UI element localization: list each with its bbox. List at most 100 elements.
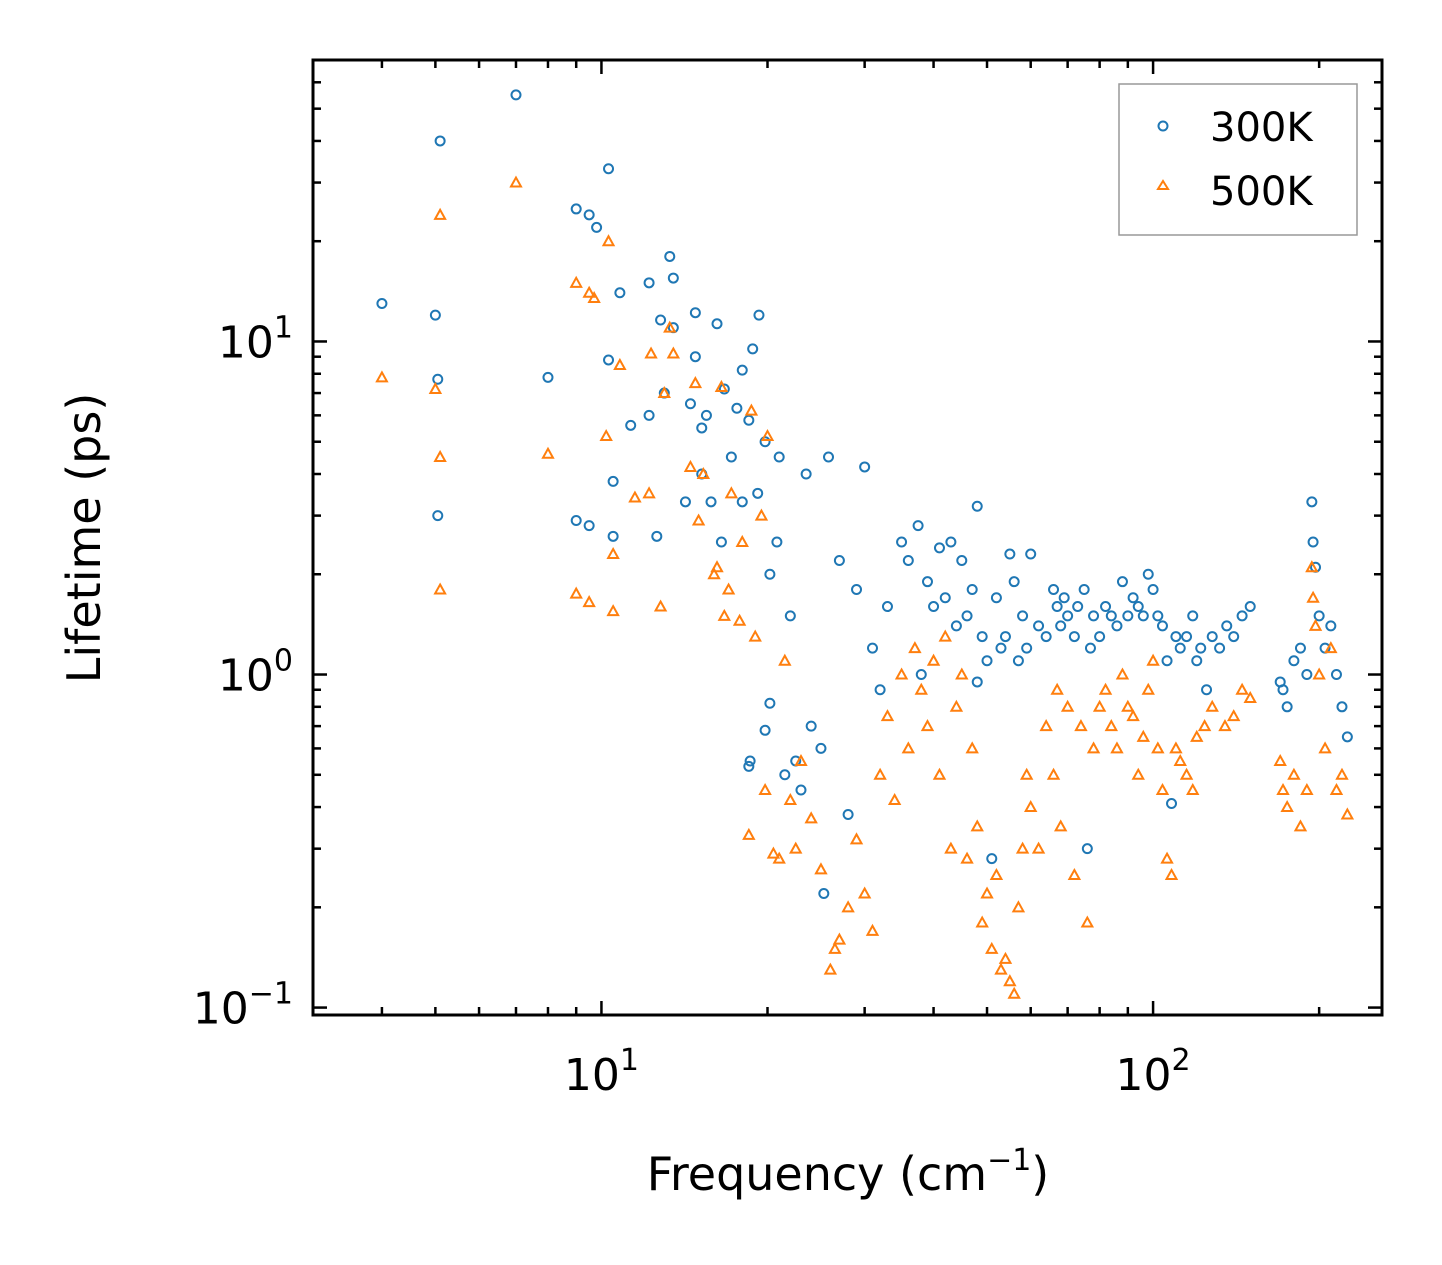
point-500k [914,682,928,695]
point-300k [1201,684,1213,696]
legend-box [1118,83,1358,236]
point-500k [832,932,847,945]
point-300k [743,414,755,426]
point-500k [1226,709,1241,722]
point-500k [1197,719,1212,732]
legend-marker-500k [1156,179,1170,190]
point-300k [1132,601,1144,613]
point-300k [1221,620,1233,632]
y-axis-title: Lifetime (ps) [57,393,111,684]
point-300k [779,769,791,781]
point-300k [1084,642,1096,654]
point-300k [1008,576,1020,588]
point-300k [1105,610,1117,622]
point-500k [732,613,747,626]
point-300k [771,536,783,548]
point-500k [994,962,1008,975]
point-500k [1086,741,1101,754]
point-300k [1288,655,1300,667]
point-500k [1003,974,1017,987]
point-300k [1111,620,1123,632]
point-500k [1080,915,1095,928]
point-500k [857,886,872,899]
point-300k [928,601,940,613]
point-500k [433,207,447,220]
point-300k [764,568,776,580]
point-300k [833,554,845,566]
point-500k [985,941,999,954]
point-300k [434,135,446,147]
point-300k [1161,655,1173,667]
point-300k [866,642,878,654]
point-300k [921,576,933,588]
point-300k [1281,701,1293,713]
point-300k [995,642,1007,654]
point-300k [986,853,998,865]
point-300k [736,496,748,508]
point-500k [1273,753,1287,766]
point-500k [760,428,775,442]
point-500k [666,346,681,359]
point-500k [989,867,1004,881]
point-500k [599,428,613,442]
point-300k [784,610,796,622]
point-500k [1039,719,1053,732]
point-500k [1146,653,1160,666]
point-300k [684,398,696,410]
point-300k [999,631,1011,643]
point-500k [766,846,781,859]
point-300k [759,724,771,736]
point-300k [1040,631,1052,643]
point-500k [1015,841,1030,854]
point-500k [1131,767,1145,780]
point-300k [874,684,886,696]
point-500k [758,782,772,796]
point-300k [1187,610,1199,622]
point-300k [1170,631,1182,643]
point-500k [1007,986,1021,999]
point-300k [603,163,615,175]
point-300k [795,784,807,796]
point-300k [966,584,978,596]
point-500k [894,667,909,680]
point-300k [1166,797,1178,809]
point-500k [509,175,523,188]
x-tick-label: 101 [564,1043,639,1101]
point-500k [1335,767,1349,780]
point-500k [582,595,596,608]
point-300k [950,620,962,632]
point-500k [865,923,880,936]
point-500k [1115,667,1130,680]
point-500k [657,385,671,399]
point-300k [1277,684,1289,696]
point-300k [1313,610,1325,622]
point-300k [711,318,723,330]
point-500k [828,941,842,954]
point-500k [1104,719,1119,732]
point-500k [920,719,935,732]
point-500k [375,370,389,383]
point-300k [842,808,854,820]
point-300k [736,364,748,376]
point-300k [664,250,676,262]
point-300k [583,520,595,532]
point-500k [1151,741,1165,754]
point-300k [651,530,663,542]
point-500k [944,841,958,854]
point-300k [1152,610,1164,622]
point-300k [896,536,908,548]
point-500k [1136,729,1151,742]
point-300k [1048,584,1060,596]
point-500k [710,560,724,573]
point-500k [1098,682,1113,695]
point-300k [705,496,717,508]
point-300k [1122,610,1134,622]
point-300k [915,669,927,681]
point-500k [653,599,668,612]
point-300k [607,475,619,487]
point-300k [1306,496,1318,508]
point-300k [1088,610,1100,622]
point-300k [1012,655,1024,667]
point-500k [691,513,706,526]
point-300k [614,287,626,299]
